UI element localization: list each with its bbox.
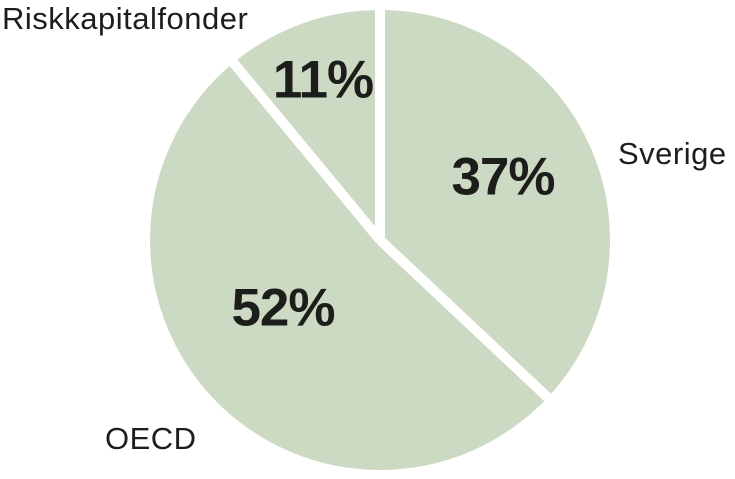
value-label-sverige: 37% <box>451 147 555 207</box>
value-label-riskkapitalfonder: 11% <box>272 50 374 110</box>
value-label-oecd: 52% <box>231 278 335 338</box>
slice-label-sverige: Sverige <box>618 136 727 171</box>
pie-slice-sverige <box>380 10 611 398</box>
pie-slice-riskkapitalfonder <box>233 9 380 240</box>
slice-separator <box>376 236 562 411</box>
pie-slice-oecd <box>150 62 548 470</box>
slice-label-riskkapitalfonder: Riskkapitalfonder <box>2 1 249 36</box>
slice-separator <box>220 48 384 244</box>
slice-label-oecd: OECD <box>105 421 197 456</box>
